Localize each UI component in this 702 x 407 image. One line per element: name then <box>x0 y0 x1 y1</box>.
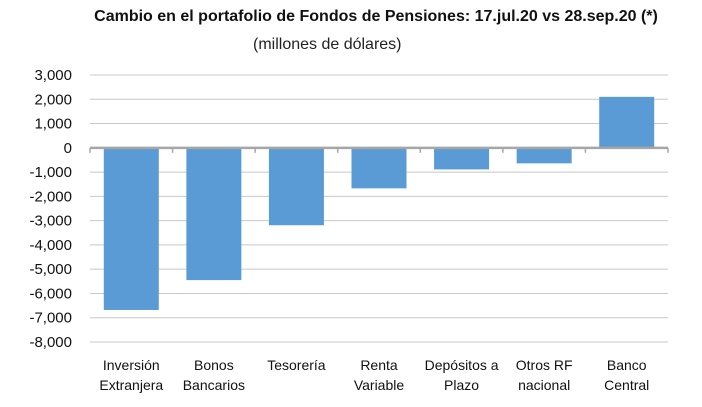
chart-title: Cambio en el portafolio de Fondos de Pen… <box>94 8 658 25</box>
y-tick-label: -8,000 <box>29 334 72 351</box>
bar <box>434 147 490 170</box>
bar <box>516 147 572 164</box>
y-tick-label: 1,000 <box>34 116 72 133</box>
x-tick-label: Variable <box>354 377 405 393</box>
x-tick-label: Otros RF <box>516 357 573 373</box>
y-tick-label: 3,000 <box>34 67 72 84</box>
y-tick-label: -5,000 <box>29 261 72 278</box>
y-tick-label: 0 <box>64 140 72 157</box>
x-tick-label: nacional <box>518 377 570 393</box>
chart-subtitle: (millones de dólares) <box>253 36 402 53</box>
x-tick-label: Extranjera <box>99 377 163 393</box>
y-tick-label: -4,000 <box>29 237 72 254</box>
bar <box>268 147 324 226</box>
bar <box>351 147 407 189</box>
x-tick-label: Plazo <box>444 377 479 393</box>
x-tick-label: Bonos <box>194 357 234 373</box>
bar <box>599 96 655 148</box>
x-tick-label: Depósitos a <box>425 357 499 373</box>
y-tick-label: -2,000 <box>29 188 72 205</box>
x-tick-label: Bancarios <box>183 377 245 393</box>
y-tick-label: -6,000 <box>29 285 72 302</box>
bar <box>103 147 159 310</box>
bar <box>186 147 242 281</box>
y-tick-label: -3,000 <box>29 213 72 230</box>
x-tick-label: Banco <box>607 357 647 373</box>
x-tick-label: Inversión <box>103 357 160 373</box>
x-tick-label: Central <box>604 377 649 393</box>
y-tick-label: -7,000 <box>29 310 72 327</box>
y-tick-label: -1,000 <box>29 164 72 181</box>
x-tick-label: Renta <box>360 357 398 373</box>
y-tick-label: 2,000 <box>34 91 72 108</box>
x-tick-label: Tesorería <box>267 357 326 373</box>
